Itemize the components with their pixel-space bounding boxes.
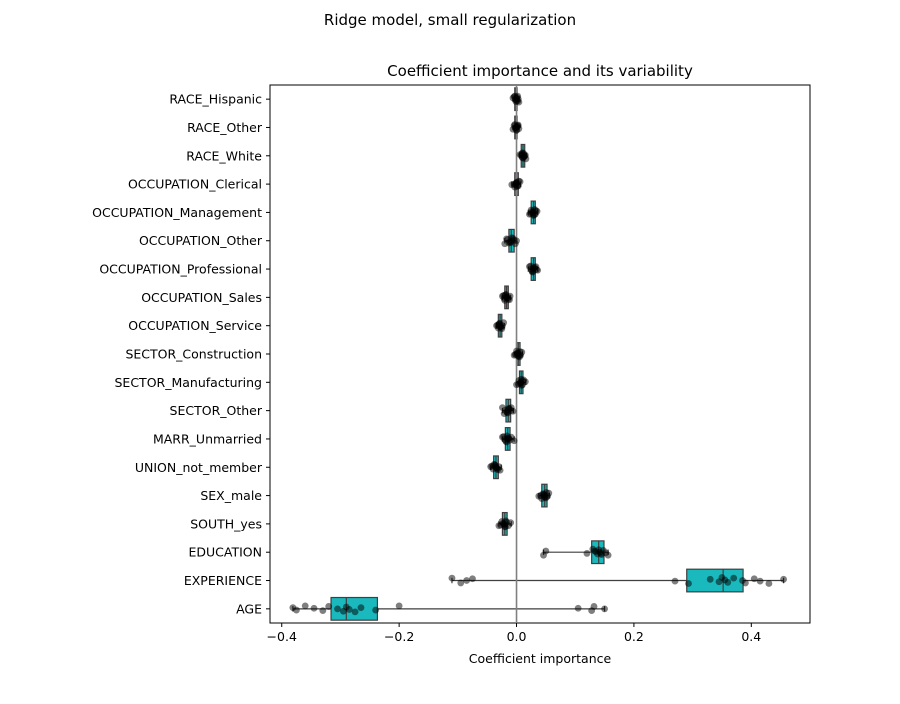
- y-tick-label: SECTOR_Construction: [125, 347, 262, 362]
- data-point: [351, 608, 359, 616]
- y-tick-label: SEX_male: [200, 488, 262, 503]
- y-tick-label: RACE_Hispanic: [169, 92, 262, 107]
- data-point: [514, 122, 522, 130]
- data-point: [591, 547, 598, 555]
- data-point: [499, 322, 506, 330]
- y-tick-label: OCCUPATION_Other: [139, 233, 263, 248]
- chart-title: Coefficient importance and its variabili…: [387, 62, 693, 80]
- x-tick-label: 0.2: [624, 629, 644, 644]
- data-point: [671, 577, 679, 585]
- data-point: [514, 92, 522, 100]
- data-point: [780, 575, 787, 583]
- data-point: [469, 575, 476, 583]
- y-tick-label: SOUTH_yes: [190, 516, 262, 531]
- data-point: [463, 577, 471, 584]
- data-point: [574, 604, 582, 612]
- figure-suptitle: Ridge model, small regularization: [324, 11, 576, 29]
- y-tick-label: OCCUPATION_Service: [128, 318, 262, 333]
- y-tick-label: SECTOR_Manufacturing: [115, 375, 263, 390]
- data-point: [590, 603, 598, 610]
- data-point: [325, 603, 333, 610]
- plot-area: −0.4 −0.2 0.0 0.2 0.4 RACE_Hispanic RACE_Other…: [92, 84, 811, 644]
- data-point: [685, 580, 692, 587]
- data-point: [345, 606, 353, 613]
- y-tick-label: MARR_Unmarried: [153, 431, 262, 446]
- data-point: [765, 580, 773, 587]
- data-point: [742, 579, 749, 587]
- data-point: [293, 606, 300, 614]
- data-point: [531, 210, 539, 218]
- data-point: [499, 519, 507, 527]
- data-point: [724, 578, 732, 586]
- data-point: [528, 267, 536, 275]
- data-point: [532, 263, 540, 271]
- y-tick-label: EXPERIENCE: [184, 573, 262, 588]
- data-point: [448, 574, 456, 582]
- data-point: [457, 579, 465, 587]
- data-point: [517, 351, 525, 359]
- x-tick-label: −0.2: [384, 629, 414, 644]
- data-point: [597, 550, 605, 557]
- y-tick-label: SECTOR_Other: [170, 403, 263, 418]
- axes-frame: [269, 84, 811, 624]
- y-tick-label: UNION_not_member: [135, 460, 263, 475]
- data-point: [395, 602, 403, 610]
- data-point: [542, 547, 550, 555]
- x-tick-label: 0.4: [741, 629, 761, 644]
- data-point: [495, 463, 503, 471]
- data-point: [319, 607, 327, 615]
- data-point: [756, 577, 764, 585]
- data-point: [706, 575, 714, 583]
- y-tick-label: OCCUPATION_Management: [92, 205, 262, 220]
- y-tick-label: OCCUPATION_Sales: [141, 290, 262, 305]
- data-point: [544, 492, 552, 500]
- data-point: [310, 604, 318, 612]
- data-point: [604, 551, 612, 559]
- data-point: [750, 575, 758, 583]
- data-point: [518, 381, 526, 389]
- x-tick-label: 0.0: [507, 629, 527, 644]
- data-point: [334, 605, 341, 613]
- data-point: [507, 404, 515, 412]
- data-point: [507, 433, 515, 441]
- data-point: [504, 522, 512, 530]
- data-point: [301, 602, 309, 610]
- data-point: [501, 296, 509, 304]
- data-point: [372, 606, 380, 614]
- data-point: [511, 240, 519, 248]
- data-point: [502, 437, 510, 445]
- data-point: [601, 605, 608, 613]
- data-point: [521, 151, 529, 159]
- y-tick-label: AGE: [236, 601, 262, 616]
- data-point: [503, 408, 510, 416]
- x-axis-label: Coefficient importance: [469, 651, 612, 666]
- x-tick-label: −0.4: [267, 629, 297, 644]
- data-point: [357, 604, 365, 612]
- data-point: [506, 292, 514, 300]
- y-tick-label: RACE_White: [186, 148, 262, 163]
- y-tick-label: OCCUPATION_Clerical: [128, 177, 262, 192]
- data-point: [511, 181, 519, 189]
- data-point: [583, 550, 591, 557]
- y-tick-label: OCCUPATION_Professional: [99, 262, 262, 277]
- data-point: [730, 574, 738, 582]
- y-tick-label: EDUCATION: [189, 545, 263, 560]
- y-tick-label: RACE_Other: [187, 120, 263, 135]
